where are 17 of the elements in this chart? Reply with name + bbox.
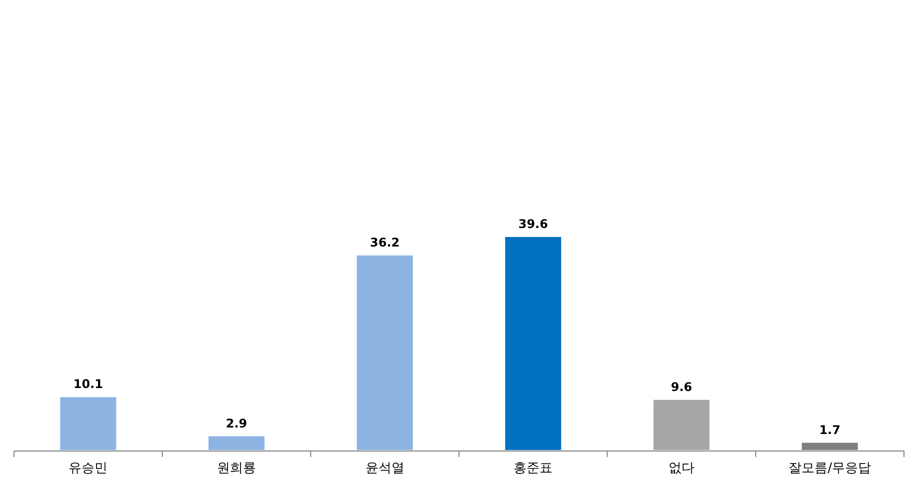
data-label: 2.9: [226, 416, 248, 430]
x-tick-label: 유승민: [68, 461, 108, 476]
data-label: 36.2: [370, 235, 400, 250]
bar: [354, 253, 415, 452]
bar: [503, 235, 564, 452]
x-tick-label: 잘모름/무응답: [788, 461, 872, 476]
bar: [206, 434, 266, 452]
data-label: 39.6: [518, 217, 548, 231]
bar: [652, 398, 712, 452]
x-tick-label: 홍준표: [514, 461, 553, 476]
data-label: 10.1: [73, 377, 103, 392]
x-tick-label: 원희룡: [217, 461, 256, 476]
bar: [58, 395, 118, 452]
data-label: 1.7: [819, 422, 840, 437]
x-tick-label: 윤석열: [365, 461, 404, 476]
data-label: 9.6: [670, 380, 692, 394]
x-tick-label: 없다: [668, 461, 694, 476]
